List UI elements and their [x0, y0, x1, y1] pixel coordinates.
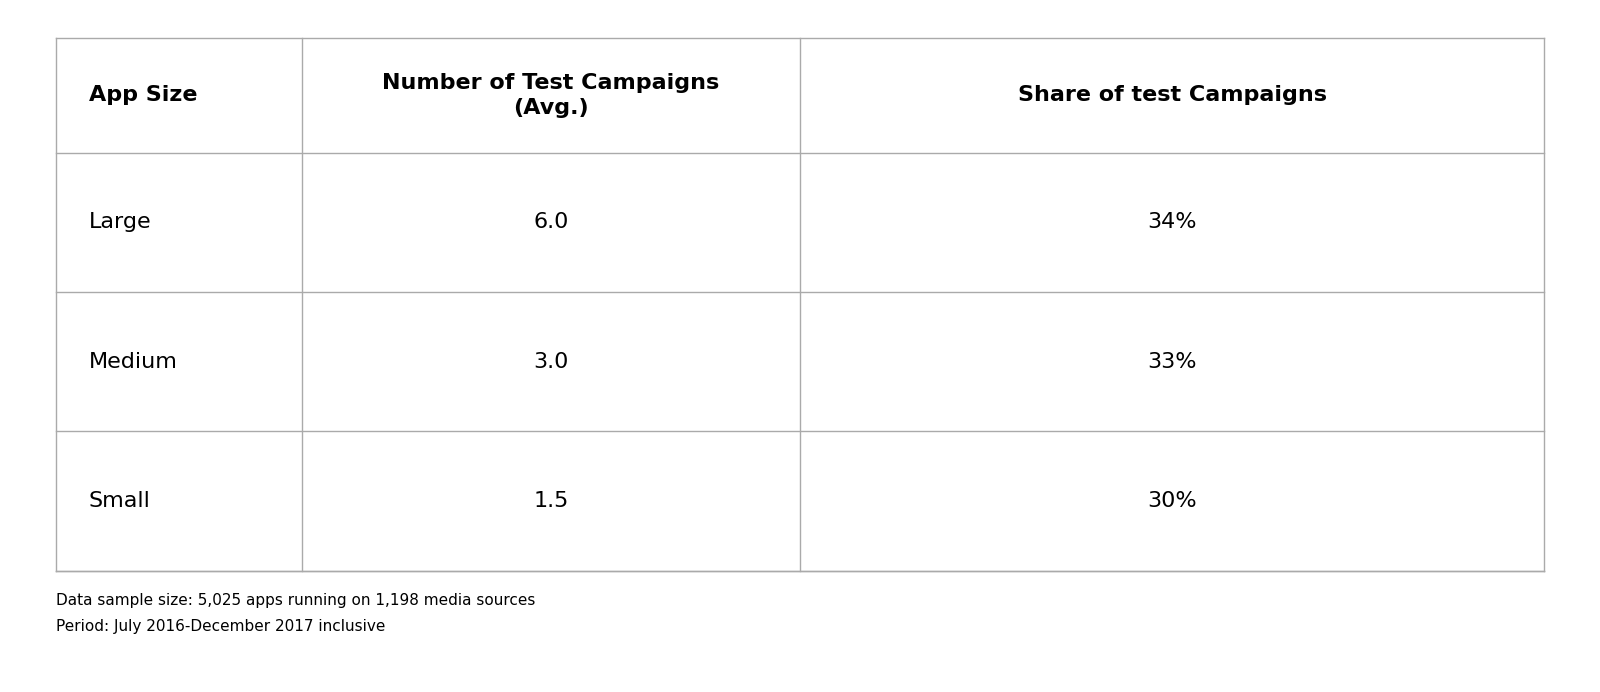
- Text: Large: Large: [88, 212, 152, 233]
- Text: Small: Small: [88, 491, 150, 511]
- Text: 30%: 30%: [1147, 491, 1197, 511]
- Text: Medium: Medium: [88, 352, 178, 372]
- Bar: [56, 38, 1544, 571]
- Text: Data sample size: 5,025 apps running on 1,198 media sources: Data sample size: 5,025 apps running on …: [56, 593, 536, 608]
- Text: App Size: App Size: [88, 85, 197, 105]
- Text: 33%: 33%: [1147, 352, 1197, 372]
- Text: Period: July 2016-December 2017 inclusive: Period: July 2016-December 2017 inclusiv…: [56, 619, 386, 635]
- Text: 3.0: 3.0: [533, 352, 568, 372]
- Text: 34%: 34%: [1147, 212, 1197, 233]
- Text: 1.5: 1.5: [533, 491, 568, 511]
- Text: Number of Test Campaigns
(Avg.): Number of Test Campaigns (Avg.): [382, 73, 720, 118]
- Text: 6.0: 6.0: [533, 212, 568, 233]
- Text: Share of test Campaigns: Share of test Campaigns: [1018, 85, 1326, 105]
